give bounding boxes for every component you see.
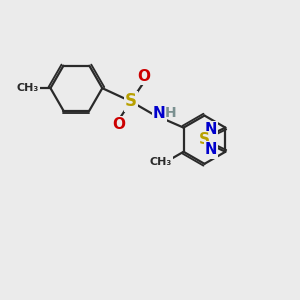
Text: S: S [199,132,210,147]
Text: O: O [137,69,150,84]
Text: N: N [205,122,217,137]
Text: CH₃: CH₃ [17,82,39,93]
Text: CH₃: CH₃ [150,158,172,167]
Text: N: N [205,142,217,158]
Text: S: S [125,92,137,110]
Text: N: N [153,106,166,121]
Text: O: O [112,118,126,133]
Text: H: H [165,106,177,121]
